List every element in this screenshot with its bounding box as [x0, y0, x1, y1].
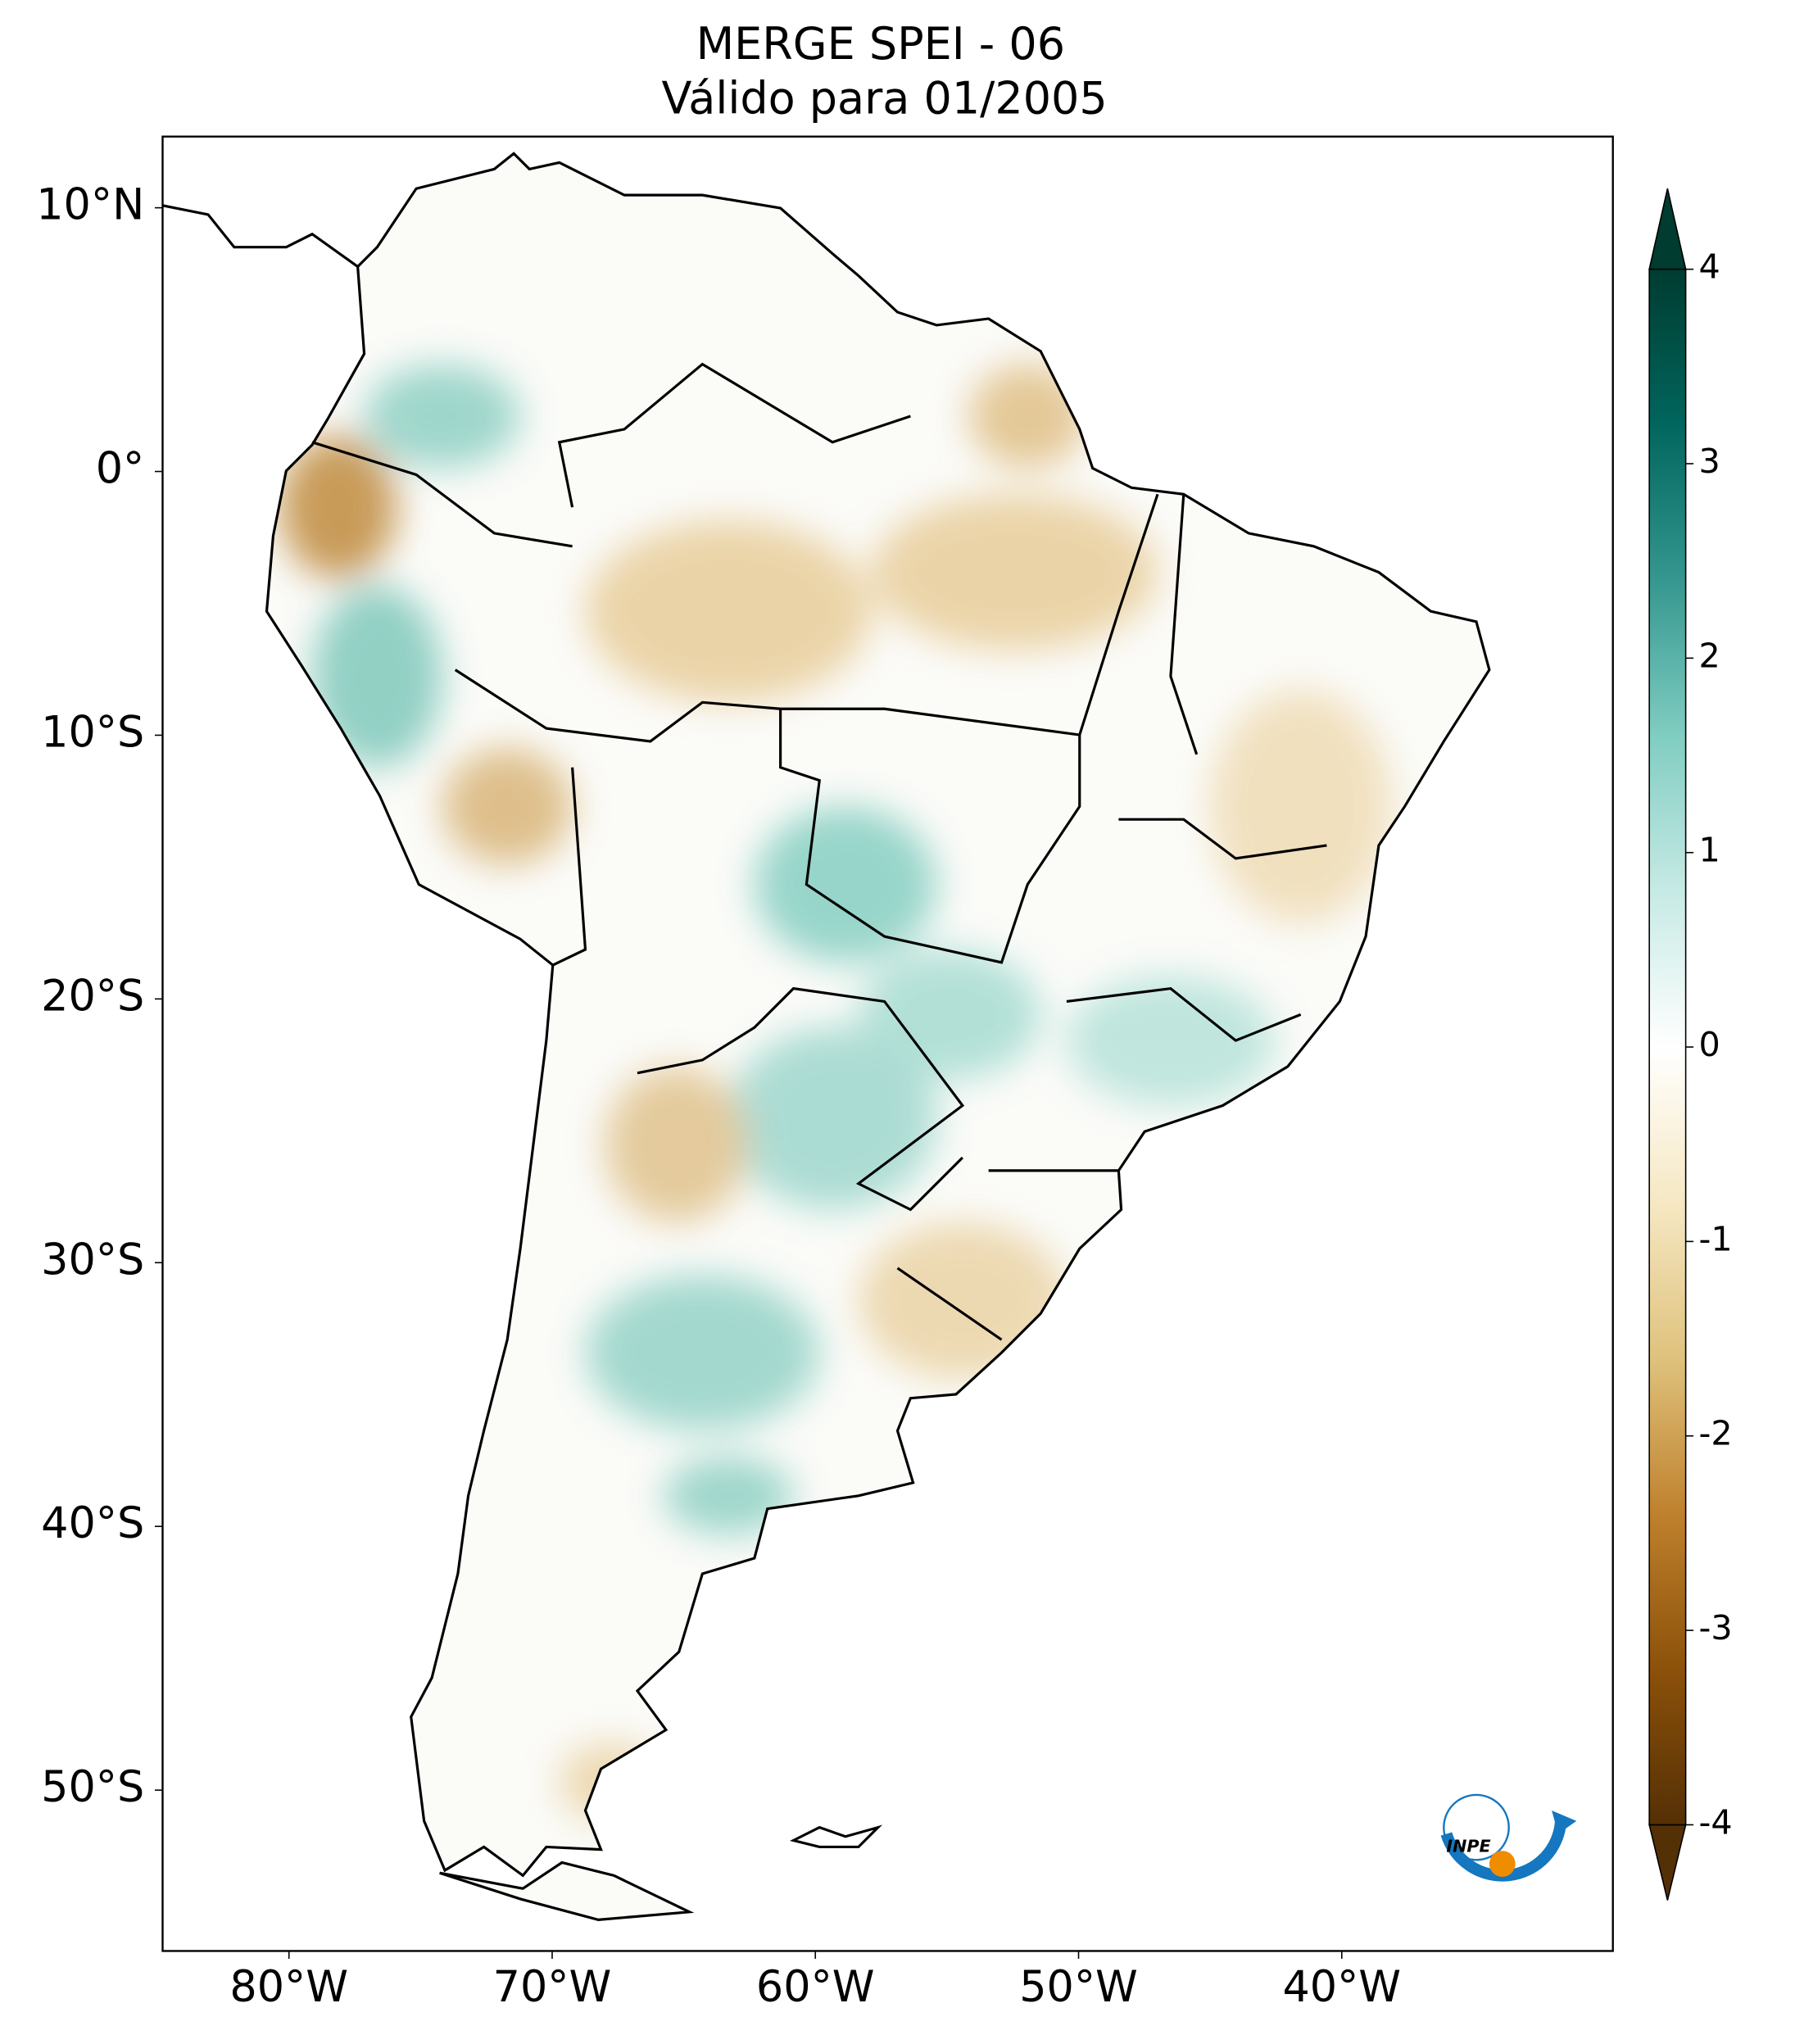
- map-title: MERGE SPEI - 06: [696, 18, 1066, 70]
- colorbar-lower-extension: [1648, 1824, 1687, 1901]
- spei-field: [266, 153, 1489, 1920]
- x-tick-label: 60°W: [756, 1962, 875, 2012]
- map-subtitle: Válido para 01/2005: [662, 72, 1108, 124]
- colorbar-tick-label: 3: [1698, 442, 1720, 481]
- colorbar-tick-label: -4: [1698, 1802, 1732, 1842]
- colorbar-tick-label: 4: [1698, 247, 1720, 287]
- y-tick-label: 10°S: [41, 707, 144, 757]
- y-tick-label: 0°: [96, 444, 145, 494]
- map-area: INPE 80°W 70°W 60°W 50°W 40°W 10°N 0° 10°S 20°S 3…: [36, 135, 1614, 2012]
- borders: [162, 204, 1327, 1341]
- y-tick-label: 40°S: [41, 1498, 144, 1548]
- colorbar-tick-label: -1: [1698, 1219, 1732, 1258]
- falklands: [789, 1824, 883, 1849]
- x-tick-label: 70°W: [493, 1962, 612, 2012]
- colorbar-body: [1648, 268, 1687, 1826]
- y-tick-label: 30°S: [41, 1235, 144, 1285]
- x-tick-label: 80°W: [229, 1962, 348, 2012]
- colorbar: -4 -3 -2 -1 0 1 2 3 4: [1648, 188, 1733, 1901]
- map-frame: [161, 135, 1614, 1952]
- colorbar-tick-label: 2: [1698, 636, 1720, 675]
- y-tick-label: 50°S: [41, 1762, 144, 1812]
- logo: INPE: [1440, 1793, 1577, 1882]
- colorbar-tick-label: 0: [1698, 1025, 1720, 1064]
- colorbar-tick-label: -2: [1698, 1414, 1732, 1453]
- x-tick-label: 40°W: [1282, 1962, 1401, 2012]
- colorbar-tick-label: -3: [1698, 1608, 1732, 1647]
- y-tick-label: 10°N: [36, 180, 144, 230]
- colorbar-upper-extension: [1648, 188, 1687, 270]
- x-tick-label: 50°W: [1019, 1962, 1138, 2012]
- logo-text: INPE: [1446, 1836, 1490, 1856]
- colorbar-tick-label: 1: [1698, 831, 1720, 870]
- y-tick-label: 20°S: [41, 971, 144, 1021]
